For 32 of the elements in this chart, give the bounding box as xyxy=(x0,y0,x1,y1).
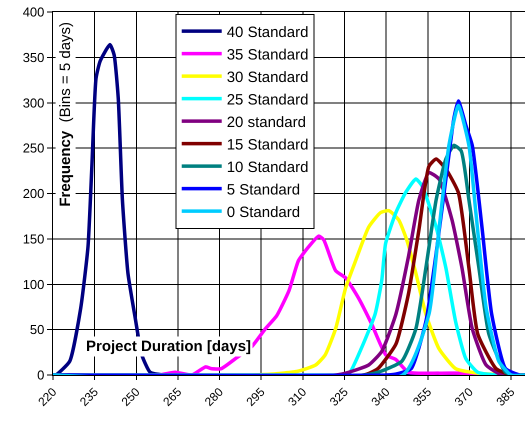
legend-label: 15 Standard xyxy=(226,136,308,154)
legend-label: 30 Standard xyxy=(226,68,308,86)
y-tick-label: 400 xyxy=(22,4,44,20)
legend-label: 0 Standard xyxy=(226,204,300,221)
y-tick-label: 250 xyxy=(22,140,44,156)
y-axis-title: Frequency (Bins = 5 days) xyxy=(57,22,74,207)
legend-label: 20 standard xyxy=(226,114,306,131)
x-tick-label: 325 xyxy=(326,384,352,409)
x-tick-label: 295 xyxy=(244,384,268,409)
legend-label: 5 Standard xyxy=(226,181,300,198)
legend-label: 40 Standard xyxy=(226,24,308,41)
x-tick-label: 310 xyxy=(285,384,310,409)
x-axis-title: Project Duration [days] xyxy=(86,338,252,355)
legend-label: 35 Standard xyxy=(226,46,308,64)
x-tick-label: 250 xyxy=(118,384,143,409)
y-tick-label: 200 xyxy=(22,186,44,202)
legend-label: 10 Standard xyxy=(226,158,308,176)
y-tick-label: 300 xyxy=(22,95,44,110)
legend-label: 25 Standard xyxy=(226,91,308,108)
y-tick-label: 350 xyxy=(22,50,44,65)
x-tick-label: 265 xyxy=(160,384,185,409)
x-tick-label: 370 xyxy=(452,384,476,409)
x-tick-label: 340 xyxy=(368,384,393,409)
x-tick-label: 235 xyxy=(76,384,102,409)
x-tick-label: 385 xyxy=(493,384,518,409)
x-tick-label: 220 xyxy=(35,384,60,409)
y-tick-label: 50 xyxy=(30,322,44,338)
y-tick-label: 100 xyxy=(22,276,44,292)
x-tick-label: 355 xyxy=(410,384,434,409)
y-tick-label: 0 xyxy=(37,368,44,383)
x-tick-label: 280 xyxy=(202,384,226,409)
y-tick-label: 150 xyxy=(22,231,44,246)
